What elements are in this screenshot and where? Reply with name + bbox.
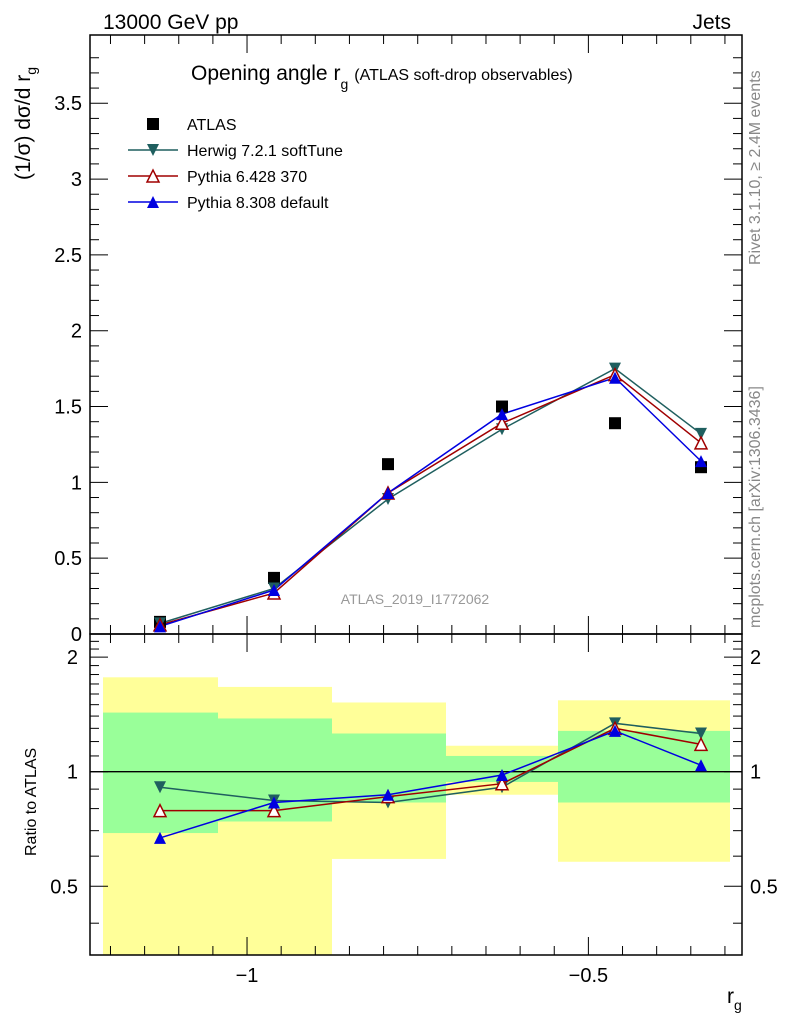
point-pythia8 [609, 371, 621, 384]
x-axis-label: rg [727, 985, 742, 1013]
legend-marker-pythia8 [147, 196, 159, 208]
ratio-point-pythia8 [695, 759, 707, 772]
y-tick-label: 3 [71, 169, 82, 191]
ratio-point-herwig [695, 727, 707, 740]
plot-title-suffix: (ATLAS soft-drop observables) [354, 67, 572, 84]
y-tick-label: 0.5 [54, 548, 82, 570]
ratio-point-pythia8 [609, 724, 621, 737]
ratio-y-tick-label: 2 [67, 647, 78, 669]
ratio-point-pythia6 [152, 802, 168, 818]
y-tick-label: 0 [71, 624, 82, 646]
ratio-point-pythia8 [154, 831, 166, 844]
ratio-y-tick-label-right: 2 [750, 647, 761, 669]
plot-title-main: Opening angle r [191, 62, 340, 85]
point-pythia8 [695, 455, 707, 468]
y-tick-label: 2.5 [54, 245, 82, 267]
point-pythia8 [268, 584, 280, 597]
ratio-frame [89, 633, 743, 956]
ratio-y-tick-label-right: 0.5 [750, 876, 778, 898]
mcplots-text: mcplots.cern.ch [arXiv:1306.3436] [747, 386, 764, 628]
plot-title: Opening angle rg (ATLAS soft-drop observa… [191, 62, 573, 92]
ratio-point-pythia6 [693, 736, 709, 752]
point-pythia6 [693, 435, 709, 450]
rivet-text: Rivet 3.1.10, ≥ 2.4M events [747, 70, 764, 265]
ratio-point-pythia8 [382, 788, 394, 801]
legend-label-pythia6: Pythia 6.428 370 [187, 169, 307, 186]
ratio-y-tick-label-right: 1 [750, 762, 761, 784]
legend-label-pythia8: Pythia 8.308 default [187, 195, 329, 212]
ratio-ylabel: Ratio to ATLAS [23, 748, 40, 856]
point-atlas [496, 400, 508, 413]
main-ylabel: (1/σ) dσ/d rg [12, 67, 39, 180]
main-ylabel-sub: g [23, 67, 39, 75]
ratio-point-pythia6 [494, 776, 510, 791]
ratio-point-herwig [154, 781, 166, 794]
series-line-herwig [159, 367, 702, 625]
x-axis-label-text: r [727, 985, 734, 1008]
point-pythia8 [496, 408, 508, 421]
ratio-line-pythia6 [160, 727, 702, 812]
point-atlas [382, 458, 394, 471]
series-line-pythia6 [159, 373, 702, 626]
point-pythia6 [494, 415, 510, 430]
point-pythia8 [382, 486, 394, 499]
ratio-point-pythia8 [268, 796, 280, 809]
legend: ATLAS Herwig 7.2.1 softTune Pythia 6.428 3… [128, 117, 343, 212]
main-plot-area: 0 0.5 1 1.5 2 2.5 3 3.5 [54, 34, 743, 646]
series-line-pythia8 [159, 376, 702, 628]
y-tick-label: 3.5 [54, 93, 82, 115]
ratio-y-tick-label: 1 [67, 762, 78, 784]
y-tick-label: 1 [71, 472, 82, 494]
x-axis-label-sub: g [734, 997, 742, 1013]
ratio-line-herwig [159, 722, 702, 804]
main-ylabel-text: (1/σ) dσ/d r [12, 75, 35, 180]
ratio-plot-area: 0.5 0.5 1 1 2 2 −1 −0.5 [50, 633, 778, 987]
legend-marker-herwig [147, 144, 159, 156]
y-tick-label: 2 [71, 321, 82, 343]
ratio-point-pythia8 [496, 769, 508, 782]
ratio-y-tick-label: 0.5 [50, 876, 78, 898]
point-herwig [695, 427, 707, 440]
legend-label-atlas: ATLAS [187, 117, 237, 134]
point-atlas [609, 417, 621, 430]
plot-title-sub: g [340, 76, 348, 92]
legend-marker-atlas [147, 118, 159, 130]
x-tick-label: −1 [236, 965, 259, 987]
ratio-line-pythia8 [159, 730, 702, 839]
analysis-watermark: ATLAS_2019_I1772062 [341, 591, 490, 607]
point-pythia8 [154, 620, 166, 633]
point-atlas [268, 571, 280, 584]
legend-marker-pythia6 [145, 168, 161, 183]
x-tick-label: −0.5 [569, 965, 608, 987]
ratio-point-pythia6 [266, 802, 282, 818]
y-tick-label: 1.5 [54, 397, 82, 419]
legend-label-herwig: Herwig 7.2.1 softTune [187, 143, 343, 160]
header-left: 13000 GeV pp [103, 11, 238, 34]
header-right: Jets [692, 11, 731, 34]
